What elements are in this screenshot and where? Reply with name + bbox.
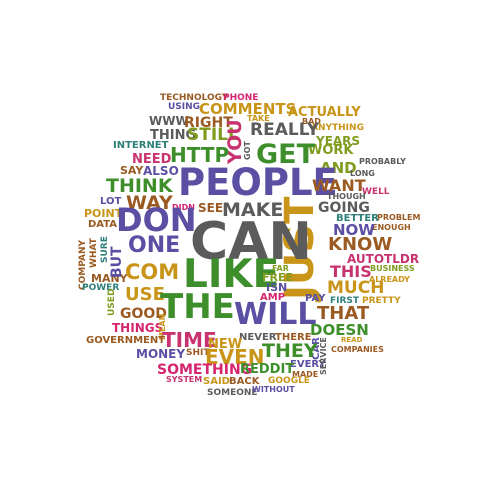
- word-say: SAY: [120, 164, 144, 177]
- word-something: SOMETHING: [157, 362, 253, 378]
- word-also: ALSO: [143, 164, 179, 178]
- word-years: YEARS: [316, 134, 361, 148]
- word-don: DON: [116, 201, 197, 239]
- word-really: REALLY: [250, 120, 320, 140]
- word-comments: COMMENTS: [199, 100, 297, 118]
- word-pay: PAY: [305, 293, 326, 304]
- word-business: BUSINESS: [370, 264, 415, 273]
- word-lot: LOT: [100, 196, 122, 207]
- word-back: BACK: [229, 376, 260, 387]
- word-government: GOVERNMENT: [86, 335, 166, 346]
- word-data: DATA: [88, 219, 118, 230]
- word-people: PEOPLE: [178, 161, 338, 204]
- word-they: THEY: [262, 340, 318, 362]
- word-use: USE: [125, 284, 165, 305]
- word-the: THE: [160, 287, 235, 327]
- word-far: FAR: [272, 264, 289, 273]
- word-but: BUT: [109, 246, 125, 278]
- word-used: USED: [107, 288, 117, 316]
- word-way: WAY: [126, 192, 173, 214]
- word-now: NOW: [333, 221, 375, 239]
- word-autotldr: AUTOTLDR: [347, 252, 420, 266]
- word-already: ALREADY: [369, 275, 410, 284]
- word-good: GOOD: [120, 306, 167, 322]
- word-shit: SHIT: [186, 348, 210, 358]
- word-enough: ENOUGH: [372, 223, 411, 232]
- word-well: WELL: [362, 187, 390, 197]
- word-there: THERE: [275, 332, 312, 343]
- word-work: WORK: [308, 143, 354, 158]
- word-first: FIRST: [330, 296, 360, 306]
- word-isn: ISN: [266, 281, 288, 294]
- word-time: TIME: [162, 328, 217, 352]
- word-money: MONEY: [136, 347, 186, 361]
- word-and: AND: [320, 159, 357, 177]
- word-made: MADE: [292, 370, 319, 379]
- word-better: BETTER: [336, 213, 379, 224]
- word-using: USING: [168, 102, 201, 112]
- word-new: NEW: [208, 337, 243, 352]
- word-this: THIS: [330, 262, 372, 281]
- word-got: GOT: [243, 141, 252, 160]
- word-though: THOUGH: [327, 192, 366, 201]
- word-phone: PHONE: [223, 93, 259, 103]
- word-going: GOING: [318, 200, 370, 216]
- word-someone: SOMEONE: [207, 388, 258, 398]
- word-much: MUCH: [327, 278, 385, 298]
- word-still: STILL: [187, 125, 239, 145]
- word-need: NEED: [132, 152, 172, 167]
- word-will: WILL: [234, 297, 317, 332]
- word-internet: INTERNET: [113, 140, 169, 151]
- word-said: SAID: [203, 376, 230, 387]
- word-what: WHAT: [89, 238, 99, 268]
- word-point: POINT: [84, 207, 123, 220]
- word-problem: PROBLEM: [377, 213, 421, 222]
- word-amp: AMP: [260, 292, 286, 303]
- word-pretty: PRETTY: [362, 296, 401, 306]
- word-free: FREE: [262, 271, 294, 284]
- word-know: KNOW: [328, 234, 393, 255]
- word-even: EVEN: [205, 345, 265, 369]
- word-http: HTTP: [170, 143, 230, 167]
- word-thing: THING: [150, 128, 197, 143]
- word-technology: TECHNOLOGY: [160, 93, 229, 103]
- word-right: RIGHT: [184, 115, 233, 131]
- word-reddit: REDDIT: [240, 362, 295, 377]
- word-never: NEVER: [239, 332, 277, 343]
- word-that: THAT: [317, 303, 370, 324]
- word-think: THINK: [106, 175, 173, 197]
- word-every: EVERY: [290, 359, 326, 370]
- word-make: MAKE: [222, 199, 284, 221]
- word-power: POWER: [82, 283, 120, 293]
- word-companies: COMPANIES: [331, 345, 384, 354]
- word-want: WANT: [312, 176, 366, 195]
- word-actually: ACTUALLY: [288, 105, 361, 120]
- word-like: LIKE: [183, 252, 280, 297]
- word-one: ONE: [128, 233, 181, 258]
- word-google: GOOGLE: [268, 376, 310, 386]
- word-long: LONG: [350, 169, 375, 178]
- word-www: WWW: [149, 114, 189, 128]
- word-service: SERVICE: [319, 337, 328, 375]
- word-many: MANY: [91, 272, 128, 285]
- word-doesn: DOESN: [310, 321, 369, 339]
- word-read: READ: [341, 336, 363, 344]
- word-bad: BAD: [302, 117, 321, 126]
- word-com: COM: [125, 260, 180, 284]
- word-didn: DIDN: [172, 203, 195, 212]
- word-probably: PROBABLY: [359, 157, 406, 166]
- word-see: SEE: [198, 201, 224, 215]
- word-things: THINGS: [112, 321, 164, 335]
- word-anything: ANYTHING: [311, 123, 364, 133]
- word-can: CAN: [190, 212, 312, 272]
- word-system: SYSTEM: [166, 375, 203, 384]
- word-without: WITHOUT: [252, 385, 295, 394]
- word-get: GET: [256, 139, 316, 170]
- word-take: TAKE: [247, 114, 270, 123]
